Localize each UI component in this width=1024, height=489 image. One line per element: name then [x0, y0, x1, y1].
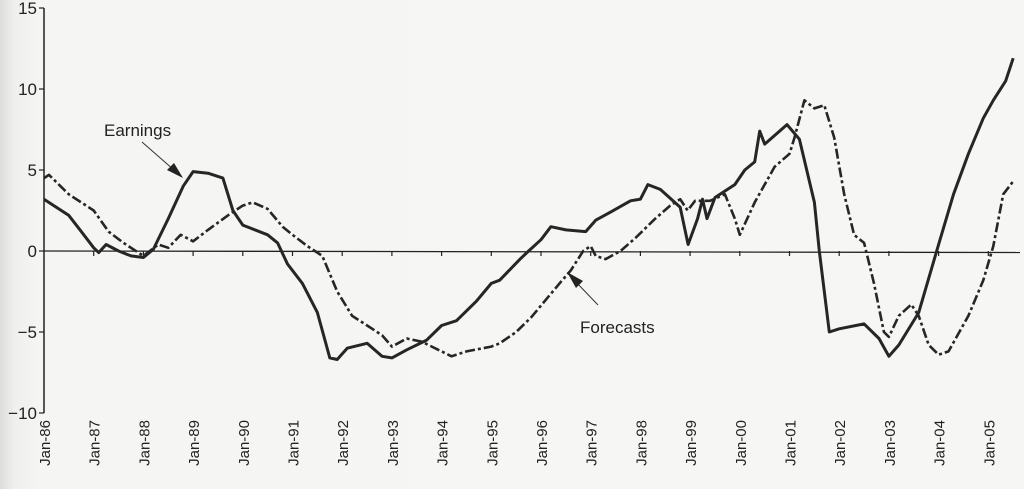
annotations: Earnings Forecasts [104, 121, 655, 337]
x-tick-label: Jan-00 [733, 420, 750, 466]
series-line-earnings [43, 57, 1015, 361]
zero-line [43, 250, 1021, 254]
x-tick-label: Jan-91 [286, 420, 303, 466]
x-tick-label: Jan-93 [385, 420, 402, 466]
x-tick-label: Jan-87 [87, 420, 104, 466]
y-tick-label: 15 [18, 0, 37, 18]
x-tick-label: Jan-98 [633, 420, 650, 466]
x-tick-label: Jan-90 [236, 420, 253, 466]
y-tick-label: 10 [18, 80, 37, 99]
y-tick-label: 0 [28, 242, 37, 261]
x-tick-label: Jan-99 [683, 420, 700, 466]
series-line-forecasts [43, 99, 1015, 358]
annotation-earnings-arrow [141, 141, 175, 171]
x-tick-label: Jan-92 [335, 420, 352, 466]
x-tick-label: Jan-97 [584, 420, 601, 466]
x-tick-label: Jan-86 [37, 420, 54, 466]
x-tick-label: Jan-03 [882, 420, 899, 466]
x-tick-label: Jan-05 [981, 420, 998, 466]
annotation-earnings: Earnings [104, 121, 171, 140]
y-tick-label: 5 [28, 161, 37, 180]
annotation-forecasts: Forecasts [580, 318, 655, 337]
x-tick-label: Jan-96 [534, 420, 551, 466]
x-tick-label: Jan-04 [932, 420, 949, 466]
x-tick-label: Jan-02 [832, 420, 849, 466]
series-group [43, 57, 1015, 361]
arrowhead-icon [167, 163, 183, 178]
x-tick-label: Jan-89 [186, 420, 203, 466]
x-tick-label: Jan-01 [783, 420, 800, 466]
y-tick-label: −10 [8, 404, 37, 423]
y-tick-label: −5 [18, 323, 37, 342]
x-tick-label: Jan-94 [435, 420, 452, 466]
arrowhead-icon [567, 272, 583, 288]
x-tick-label: Jan-95 [484, 420, 501, 466]
x-tick-label: Jan-88 [136, 420, 153, 466]
